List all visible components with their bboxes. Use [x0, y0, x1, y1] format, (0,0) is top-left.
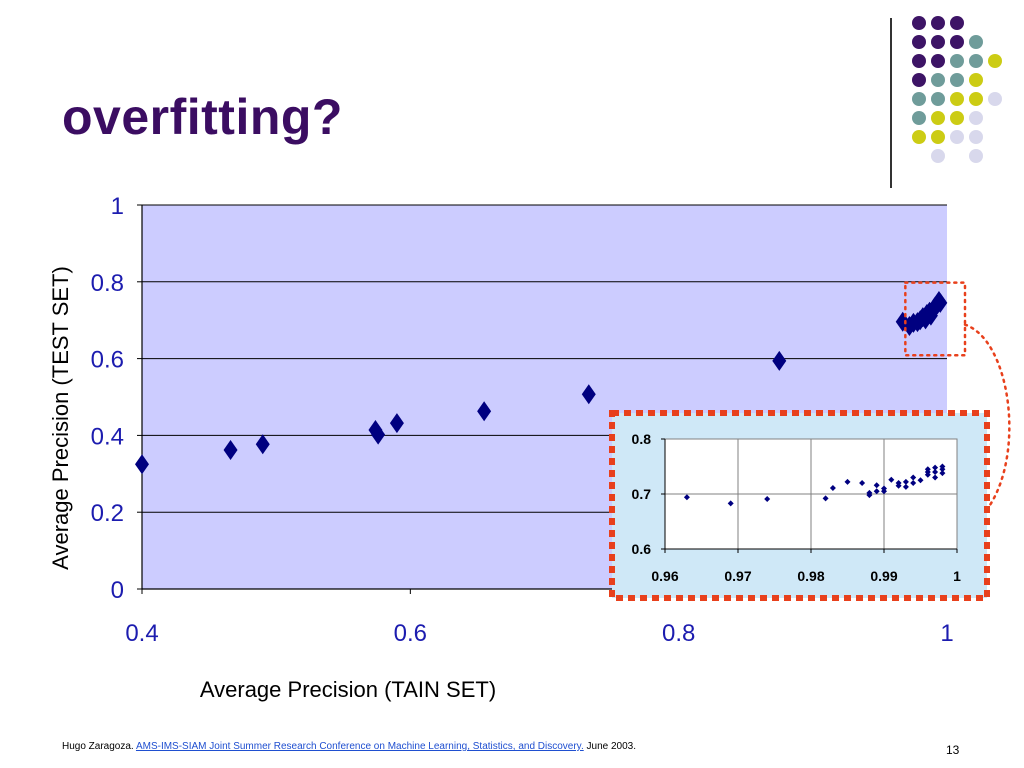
inset-data-point — [859, 480, 866, 486]
decor-dot — [931, 54, 945, 68]
decor-dot — [988, 92, 1002, 106]
decor-dot — [912, 92, 926, 106]
x-axis-label: Average Precision (TAIN SET) — [200, 677, 496, 702]
highlight-box — [904, 281, 967, 357]
x-tick-label: 0.4 — [125, 620, 158, 647]
inset-data-point — [902, 478, 909, 485]
inset-data-point — [939, 463, 946, 470]
decor-dot — [969, 149, 983, 163]
inset-data-point — [902, 483, 909, 490]
data-point — [371, 424, 386, 445]
inset-x-tick-label: 0.96 — [651, 568, 678, 584]
data-point — [772, 350, 787, 371]
decor-dot — [969, 92, 983, 106]
decor-dot — [931, 16, 945, 30]
data-point — [389, 413, 404, 434]
y-tick-label: 1 — [111, 193, 124, 220]
inset-data-point — [895, 482, 902, 489]
decor-dot — [912, 73, 926, 87]
inset-data-point — [764, 495, 771, 502]
inset-x-tick-label: 0.99 — [870, 568, 897, 584]
scatter-chart: 0 0.2 0.4 0.6 0.8 1 0.4 0.6 0.8 1 Average Precisi… — [48, 193, 1011, 702]
zoom-connector — [963, 323, 1011, 507]
y-tick-label: 0.4 — [91, 423, 124, 450]
decor-dot — [912, 16, 926, 30]
data-point — [135, 454, 149, 475]
inset-data-point — [844, 478, 851, 485]
y-tick-label: 0 — [111, 577, 124, 604]
decor-dot — [931, 35, 945, 49]
decor-dot — [912, 35, 926, 49]
inset-y-tick-label: 0.6 — [632, 541, 652, 557]
decor-dot — [931, 73, 945, 87]
page-number: 13 — [946, 743, 960, 757]
decor-dot — [912, 111, 926, 125]
decor-dot — [912, 54, 926, 68]
inset-data-point — [910, 474, 917, 481]
decor-dot — [969, 130, 983, 144]
decor-dot — [950, 130, 964, 144]
decor-dot — [988, 54, 1002, 68]
decor-dot — [950, 92, 964, 106]
footer-conference-link[interactable]: AMS-IMS-SIAM Joint Summer Research Confe… — [135, 741, 584, 752]
inset-data-point — [727, 500, 734, 507]
x-tick-label: 1 — [940, 620, 953, 647]
decor-dot — [931, 111, 945, 125]
decor-divider-line — [890, 18, 892, 188]
decor-dot — [969, 73, 983, 87]
decor-dot — [969, 111, 983, 125]
inset-data-point — [939, 470, 946, 477]
inset-data-point — [932, 474, 939, 481]
decor-dot — [969, 54, 983, 68]
inset-data-point — [881, 488, 887, 495]
inset-data-point — [924, 466, 931, 473]
inset-data-point — [822, 495, 829, 502]
data-point — [933, 292, 948, 313]
decor-dot — [969, 35, 983, 49]
y-tick-label: 0.8 — [91, 270, 124, 297]
decor-dot — [912, 130, 926, 144]
decor-dot — [931, 149, 945, 163]
footer-date: June 2003. — [586, 741, 637, 752]
y-tick-label: 0.2 — [91, 500, 124, 527]
inset-data-point — [932, 469, 939, 475]
inset-border — [609, 410, 990, 601]
inset-x-tick-label: 1 — [953, 568, 961, 584]
inset-data-point — [910, 480, 917, 486]
decor-dot — [931, 92, 945, 106]
inset-chart: 0.96 0.97 0.98 0.99 1 0.6 0.7 0.8 — [609, 410, 990, 601]
inset-x-tick-label: 0.98 — [797, 568, 824, 584]
footer: Hugo Zaragoza. AMS-IMS-SIAM Joint Summer… — [62, 741, 636, 752]
decor-dot — [950, 54, 964, 68]
data-point — [581, 384, 596, 405]
decor-dot — [950, 16, 964, 30]
decor-dot — [950, 111, 964, 125]
data-point — [255, 434, 270, 455]
inset-data-point — [888, 476, 895, 483]
decor-dot — [950, 35, 964, 49]
x-tick-label: 0.6 — [394, 620, 427, 647]
inset-data-point — [866, 492, 873, 499]
inset-data-point — [873, 482, 880, 489]
data-point — [223, 439, 238, 460]
inset-data-point — [932, 464, 939, 471]
decor-dot-grid — [912, 16, 1002, 163]
footer-author: Hugo Zaragoza. — [62, 741, 134, 752]
tick-labels: 0 0.2 0.4 0.6 0.8 1 0.4 0.6 0.8 1 — [91, 193, 954, 647]
inset-data-point — [917, 477, 924, 484]
inset-x-tick-label: 0.97 — [724, 568, 751, 584]
inset-y-tick-label: 0.8 — [632, 431, 652, 447]
data-point — [477, 401, 492, 422]
decor-dot — [950, 73, 964, 87]
slide-title: overfitting? — [62, 89, 343, 145]
decor-dot — [931, 130, 945, 144]
y-tick-label: 0.6 — [91, 347, 124, 374]
inset-data-point — [829, 484, 836, 491]
inset-y-tick-label: 0.7 — [632, 486, 652, 502]
y-axis-label: Average Precision (TEST SET) — [48, 266, 73, 570]
inset-data-point — [873, 488, 880, 495]
inset-data-point — [683, 494, 690, 501]
x-tick-label: 0.8 — [662, 620, 695, 647]
